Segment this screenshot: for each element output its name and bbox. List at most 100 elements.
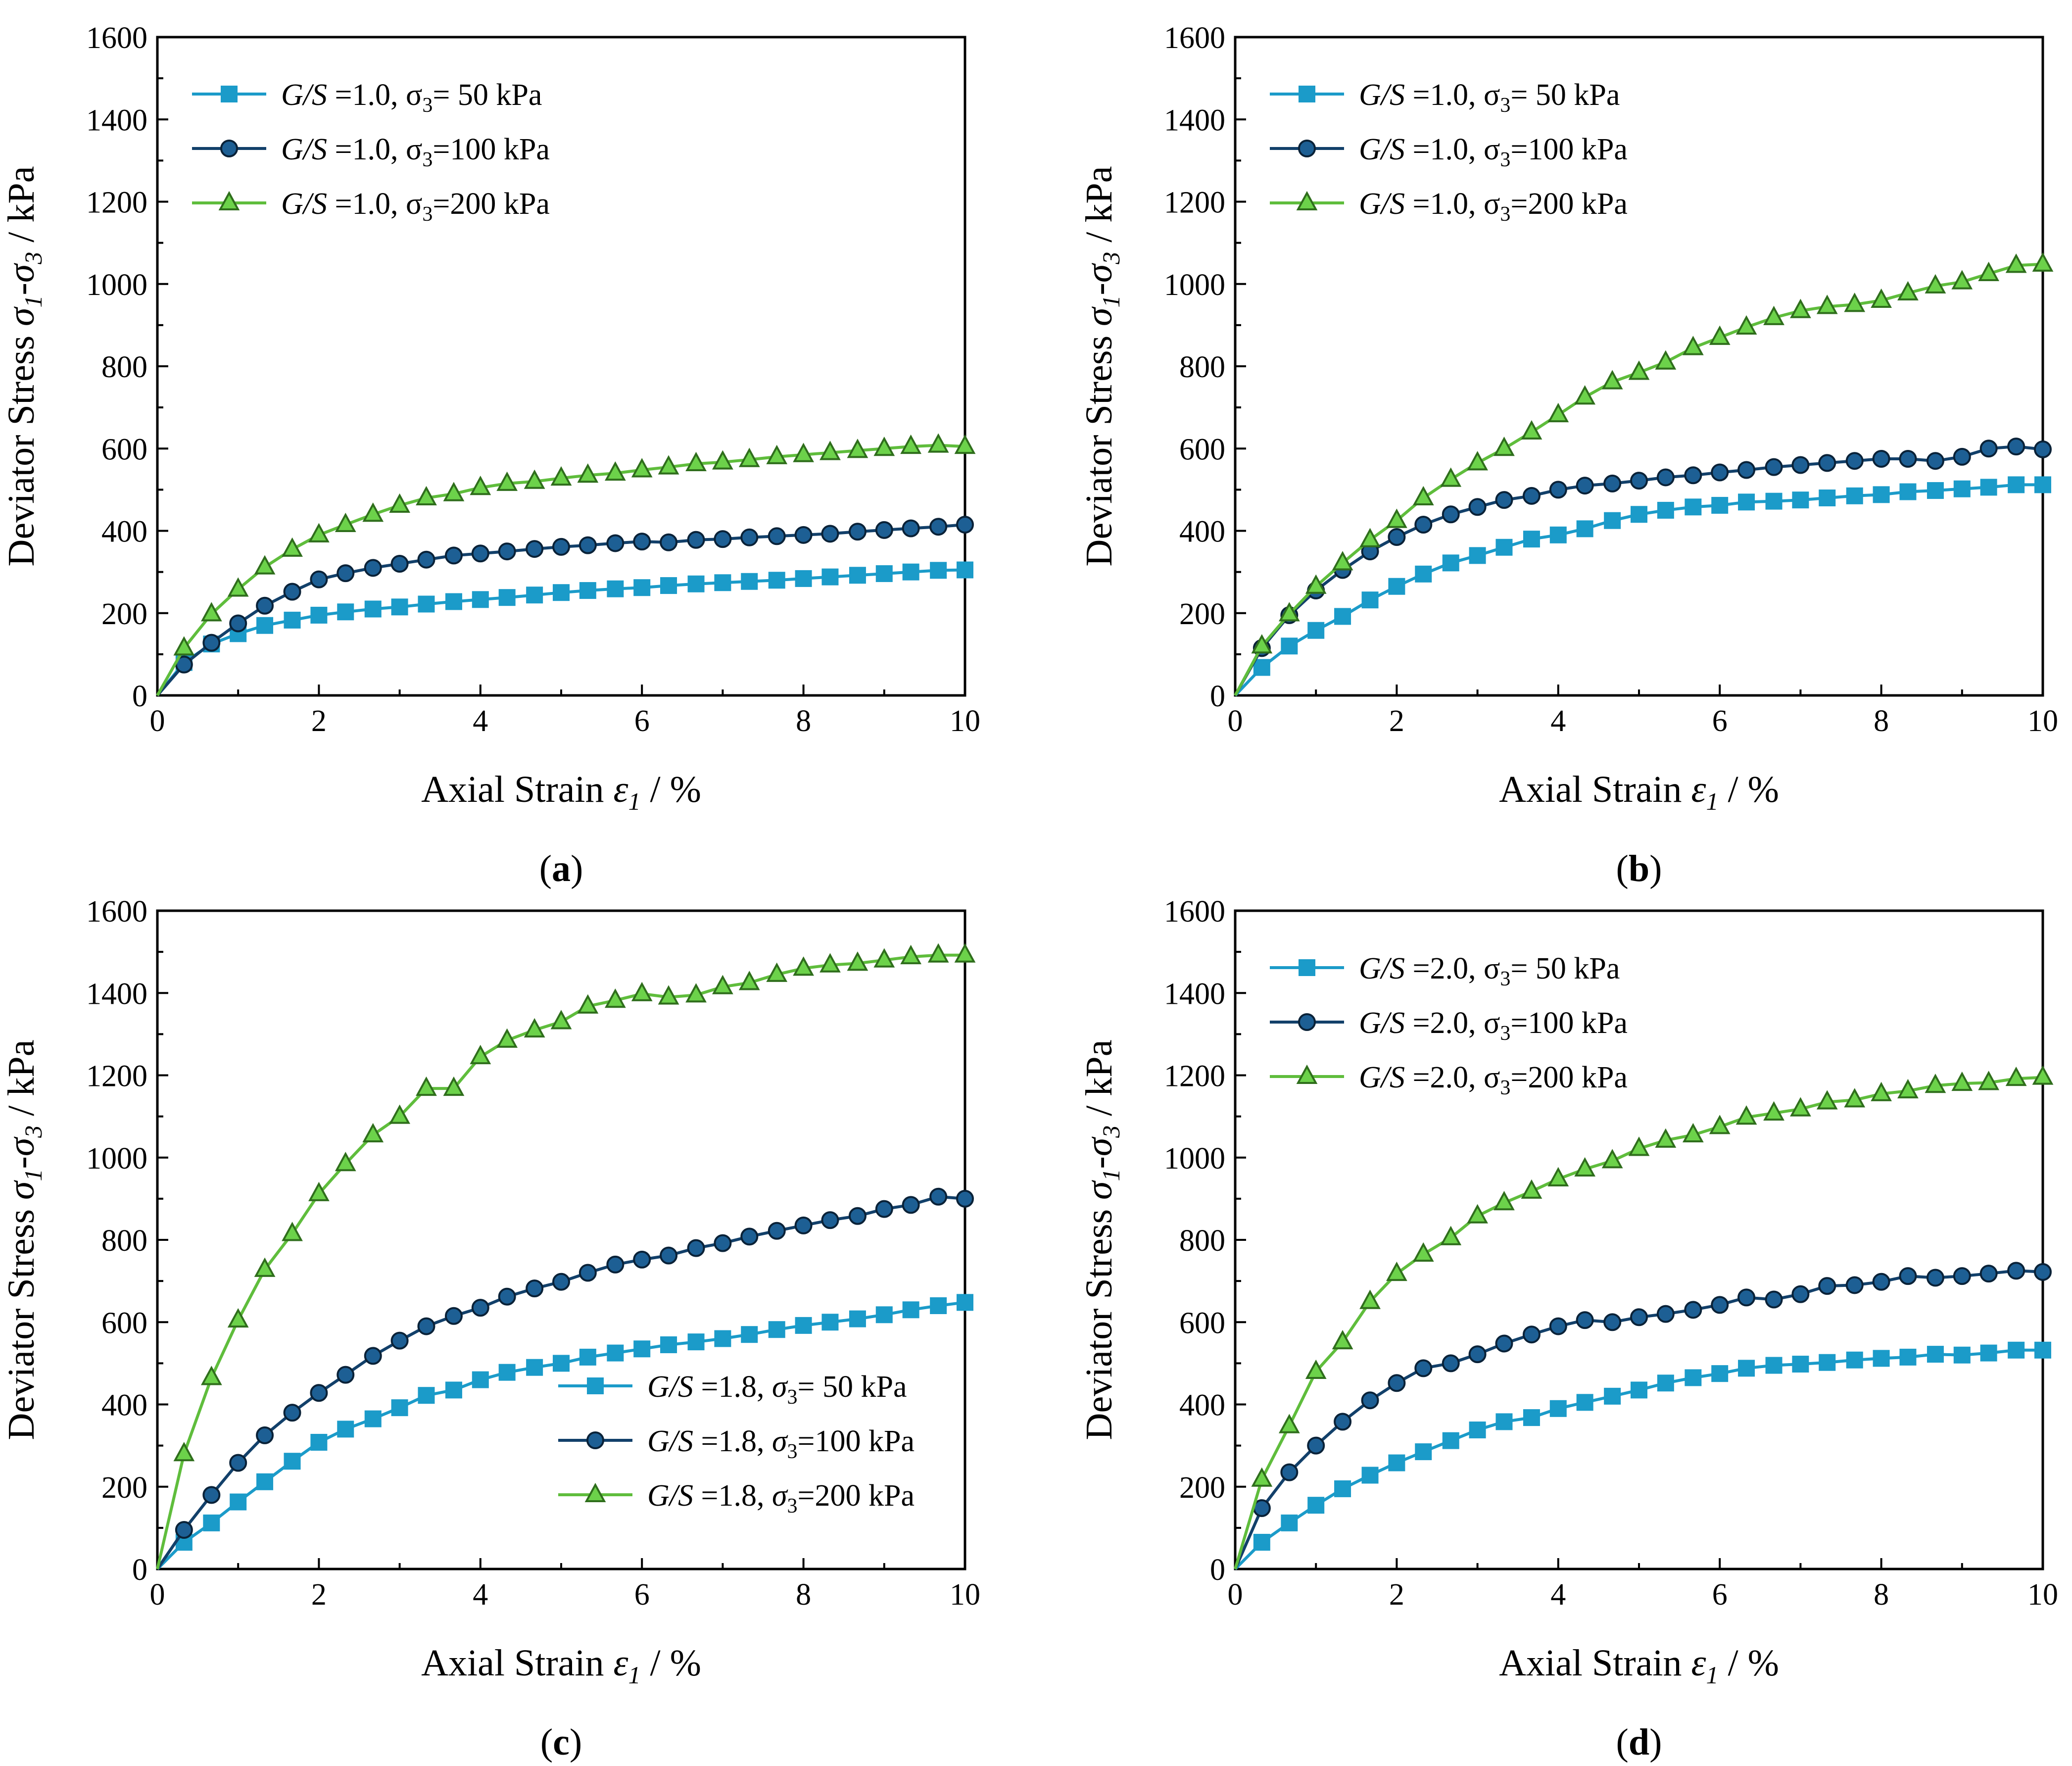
- data-point-s200: [1305, 574, 1327, 594]
- data-point-s50: [445, 1381, 462, 1399]
- data-point-s200: [2005, 253, 2027, 273]
- y-tick-label: 400: [1179, 515, 1225, 549]
- data-point-s200: [1682, 336, 1704, 355]
- data-point-s200: [227, 577, 249, 597]
- panel-caption: (a): [539, 848, 583, 889]
- legend: G/S =1.0, σ3= 50 kPa G/S =1.0, σ3=100 kPa…: [192, 78, 550, 226]
- x-tick-label: 10: [2027, 1578, 2058, 1612]
- data-point-s200: [470, 1044, 491, 1065]
- data-point-s100: [1872, 450, 1890, 468]
- data-point-s50: [1846, 487, 1863, 504]
- data-point-s200: [1386, 508, 1407, 528]
- data-point-s100: [687, 1239, 705, 1257]
- data-point-s100: [956, 1189, 974, 1208]
- data-point-s50: [741, 1326, 758, 1343]
- data-point-s50: [2008, 476, 2025, 493]
- data-point-s100: [526, 540, 544, 558]
- legend-marker-s100: [220, 140, 238, 157]
- legend-marker-s100: [1298, 1013, 1316, 1031]
- data-point-s50: [579, 1348, 596, 1366]
- data-point-s200: [496, 1028, 518, 1048]
- data-point-s200: [2005, 1066, 2027, 1086]
- data-point-s50: [768, 1321, 785, 1338]
- data-point-s100: [1334, 1413, 1352, 1431]
- legend-label-s100: G/S =2.0, σ3=100 kPa: [1359, 1006, 1628, 1045]
- series-s100: [156, 516, 974, 696]
- y-axis-label: Deviator Stress σ1-σ3 / kPa: [0, 1040, 47, 1440]
- data-point-s200: [1521, 1179, 1542, 1199]
- data-point-s200: [416, 486, 437, 505]
- data-point-s200: [712, 975, 733, 994]
- data-point-s50: [1253, 659, 1270, 676]
- data-point-s200: [1978, 261, 2000, 281]
- data-point-s50: [660, 1336, 677, 1353]
- data-point-s200: [1655, 1128, 1677, 1148]
- data-point-s100: [1414, 516, 1433, 534]
- data-point-s200: [927, 433, 949, 453]
- data-point-s100: [1468, 498, 1487, 516]
- data-point-s100: [1818, 454, 1836, 472]
- data-point-s100: [740, 528, 759, 546]
- data-point-s100: [498, 542, 516, 561]
- data-point-s100: [875, 521, 893, 539]
- data-point-s50: [1711, 1365, 1729, 1382]
- y-tick-label: 1000: [1164, 1142, 1225, 1176]
- data-point-s200: [335, 1152, 356, 1172]
- data-point-s100: [1845, 1276, 1864, 1294]
- legend-marker-s200: [1296, 1064, 1318, 1084]
- x-tick-label: 4: [1550, 1578, 1566, 1612]
- data-point-s200: [658, 985, 679, 1005]
- data-point-s50: [1980, 479, 1997, 496]
- data-point-s100: [1926, 1269, 1944, 1287]
- data-point-s50: [498, 1364, 516, 1381]
- data-point-s100: [229, 1454, 247, 1472]
- data-point-s200: [1763, 305, 1784, 325]
- data-point-s100: [498, 1287, 516, 1306]
- data-point-s50: [1307, 622, 1325, 639]
- data-point-s100: [364, 1347, 382, 1365]
- data-point-s100: [552, 1273, 570, 1291]
- data-point-s200: [389, 1104, 410, 1124]
- legend-marker-s200: [1296, 191, 1318, 210]
- data-point-s100: [471, 1299, 489, 1317]
- legend-label-s200: G/S =1.0, σ3=200 kPa: [281, 187, 550, 226]
- y-tick-label: 1200: [1164, 1060, 1225, 1093]
- data-point-s200: [2032, 252, 2054, 272]
- data-point-s50: [256, 1473, 274, 1490]
- series-s50: [1234, 476, 2051, 697]
- data-point-s100: [1899, 450, 1917, 468]
- data-point-s100: [1442, 505, 1460, 524]
- data-point-s50: [1549, 526, 1567, 543]
- data-point-s50: [1953, 1346, 1971, 1364]
- data-point-s200: [604, 461, 626, 481]
- x-tick-label: 0: [150, 1578, 165, 1612]
- data-point-s100: [578, 1264, 597, 1282]
- data-point-s200: [1440, 1226, 1462, 1245]
- legend-label-s50: G/S =1.0, σ3= 50 kPa: [1359, 78, 1620, 117]
- data-point-s200: [819, 953, 841, 973]
- data-point-s200: [1682, 1123, 1704, 1143]
- data-point-s100: [1414, 1359, 1433, 1377]
- data-point-s50: [1495, 539, 1513, 556]
- data-point-s200: [227, 1308, 249, 1328]
- data-point-s50: [526, 587, 543, 604]
- data-point-s100: [2007, 438, 2025, 456]
- data-point-s50: [230, 1493, 247, 1511]
- data-point-s200: [1735, 315, 1757, 335]
- data-point-s100: [364, 559, 382, 577]
- data-point-s50: [418, 1387, 435, 1404]
- data-point-s50: [1361, 591, 1379, 609]
- data-point-s100: [1684, 466, 1702, 485]
- data-point-s50: [1873, 1350, 1890, 1367]
- y-tick-label: 400: [101, 1389, 147, 1423]
- data-point-s200: [1709, 325, 1731, 345]
- data-point-s100: [1495, 1334, 1513, 1353]
- data-point-s100: [956, 516, 974, 534]
- data-point-s50: [2034, 1341, 2051, 1359]
- data-point-s50: [714, 574, 731, 591]
- y-tick-label: 400: [1179, 1389, 1225, 1423]
- data-point-s200: [766, 962, 788, 982]
- data-point-s200: [685, 983, 707, 1003]
- data-point-s100: [417, 550, 435, 569]
- data-point-s100: [2007, 1262, 2025, 1280]
